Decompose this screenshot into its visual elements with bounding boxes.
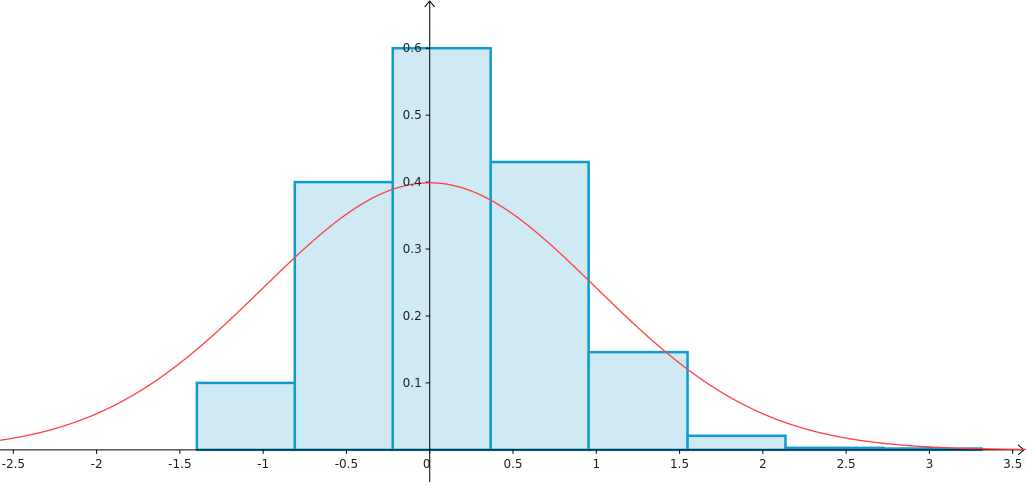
- histogram-bar: [293, 180, 394, 452]
- histogram-bar: [391, 46, 492, 452]
- y-tick-label: 0.6: [403, 41, 422, 55]
- histogram-bar: [686, 434, 787, 452]
- bars: [195, 46, 983, 452]
- x-tick-label: 2.5: [837, 457, 856, 471]
- y-axis-arrow: [424, 0, 436, 8]
- tick-labels: -2.5 -2 -1.5 -1 -0.5 0 0.5 1 1.5 2 2.5 3 3.5 0.1 0.2 0.…: [2, 41, 1023, 471]
- x-tick-label: 1: [592, 457, 600, 471]
- y-tick-label: 0.1: [403, 376, 422, 390]
- x-tick-label: -1: [257, 457, 269, 471]
- histogram-bar: [587, 350, 689, 452]
- x-tick-label: 0.5: [503, 457, 522, 471]
- y-tick-label: 0.4: [403, 175, 422, 189]
- histogram-bar: [489, 160, 590, 452]
- normal-curve-layer: [0, 182, 1026, 451]
- x-tick-label: 2: [759, 457, 767, 471]
- x-tick-label: 3.5: [1003, 457, 1022, 471]
- x-tick-label: 3: [926, 457, 934, 471]
- y-tick-label: 0.2: [403, 309, 422, 323]
- x-tick-label: -2: [91, 457, 103, 471]
- histogram-bar: [195, 381, 297, 452]
- x-tick-label: 1.5: [670, 457, 689, 471]
- x-tick-label: -2.5: [2, 457, 25, 471]
- y-tick-label: 0.3: [403, 242, 422, 256]
- x-tick-label: -1.5: [168, 457, 191, 471]
- x-tick-label: 0: [423, 457, 431, 471]
- y-tick-label: 0.5: [403, 108, 422, 122]
- normal-curve: [0, 182, 1026, 451]
- x-tick-label: -0.5: [335, 457, 358, 471]
